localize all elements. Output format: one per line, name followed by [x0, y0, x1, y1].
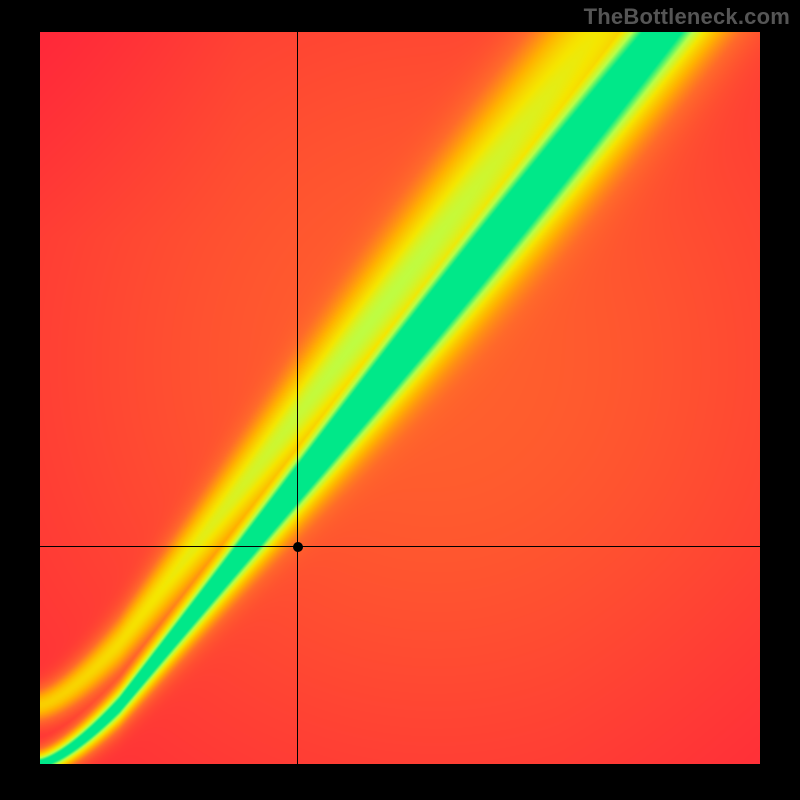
- chart-container: TheBottleneck.com: [0, 0, 800, 800]
- plot-frame: [40, 32, 760, 764]
- crosshair-horizontal: [40, 546, 760, 547]
- plot-area: [40, 32, 760, 764]
- crosshair-vertical: [297, 32, 298, 764]
- watermark-text: TheBottleneck.com: [584, 4, 790, 30]
- heatmap-canvas: [40, 32, 760, 764]
- marker-dot: [293, 542, 303, 552]
